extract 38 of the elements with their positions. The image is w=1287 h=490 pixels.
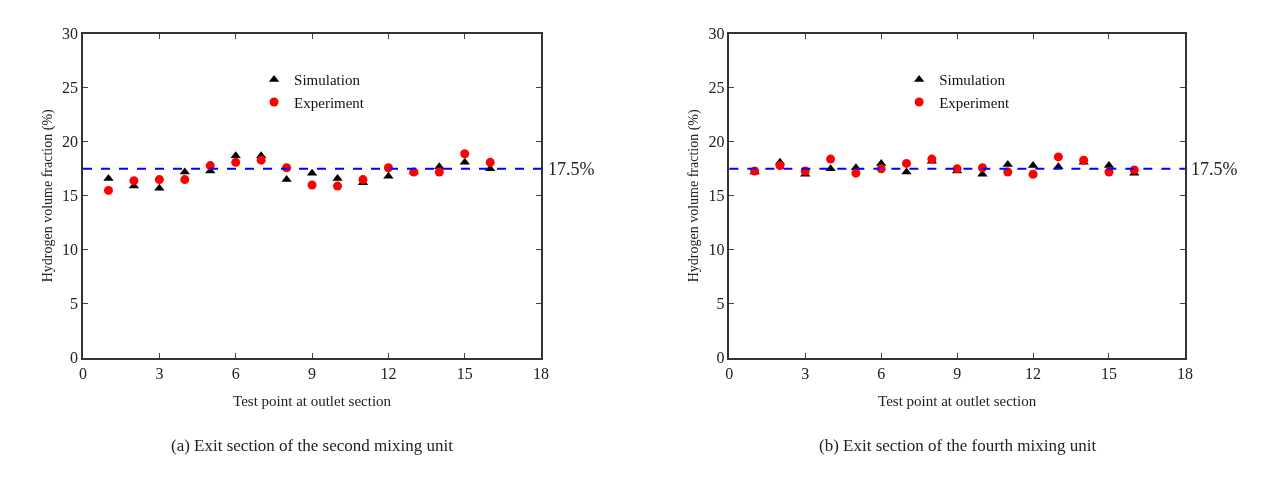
x-tick-label: 18 — [533, 364, 550, 382]
legend-label: Experiment — [939, 94, 1010, 111]
x-tick-label: 12 — [1025, 364, 1042, 382]
x-axis-title: Test point at outlet section — [233, 393, 392, 410]
x-tick-label: 3 — [801, 364, 810, 382]
x-tick-label: 15 — [456, 364, 473, 382]
x-tick-label: 9 — [308, 364, 317, 382]
y-tick-label: 10 — [62, 241, 79, 259]
legend-label: Simulation — [294, 72, 361, 89]
y-tick-label: 5 — [716, 295, 725, 313]
x-tick-label: 12 — [380, 364, 397, 382]
ref-line-label: 17.5% — [548, 159, 595, 179]
x-axis-title: Test point at outlet section — [878, 393, 1037, 410]
x-tick-label: 6 — [231, 364, 240, 382]
y-tick-label: 30 — [708, 25, 725, 43]
legend-label: Experiment — [294, 94, 365, 111]
y-tick-label: 5 — [70, 295, 79, 313]
y-tick-label: 30 — [62, 25, 79, 43]
y-tick-label: 25 — [62, 79, 79, 97]
y-tick-label: 15 — [708, 187, 725, 205]
y-tick-label: 0 — [70, 349, 79, 367]
text: (a) Exit section of the second mixing unit — [171, 436, 454, 455]
y-axis-title: Hydrogen volume fraction (%) — [40, 108, 57, 283]
y-tick-label: 20 — [708, 133, 725, 151]
x-tick-label: 18 — [1176, 364, 1193, 382]
legend-label: Simulation — [939, 72, 1006, 89]
x-tick-label: 3 — [155, 364, 164, 382]
y-tick-label: 25 — [708, 79, 725, 97]
x-tick-label: 15 — [1100, 364, 1117, 382]
text: (b) Exit section of the fourth mixing unit — [819, 436, 1097, 455]
x-tick-label: 6 — [877, 364, 886, 382]
y-axis-title: Hydrogen volume fraction (%) — [686, 108, 703, 283]
x-tick-label: 9 — [953, 364, 962, 382]
y-tick-label: 10 — [708, 241, 725, 259]
y-tick-label: 20 — [62, 133, 79, 151]
y-tick-label: 15 — [62, 187, 79, 205]
ref-line-label: 17.5% — [1191, 159, 1238, 179]
y-tick-label: 0 — [716, 349, 725, 367]
